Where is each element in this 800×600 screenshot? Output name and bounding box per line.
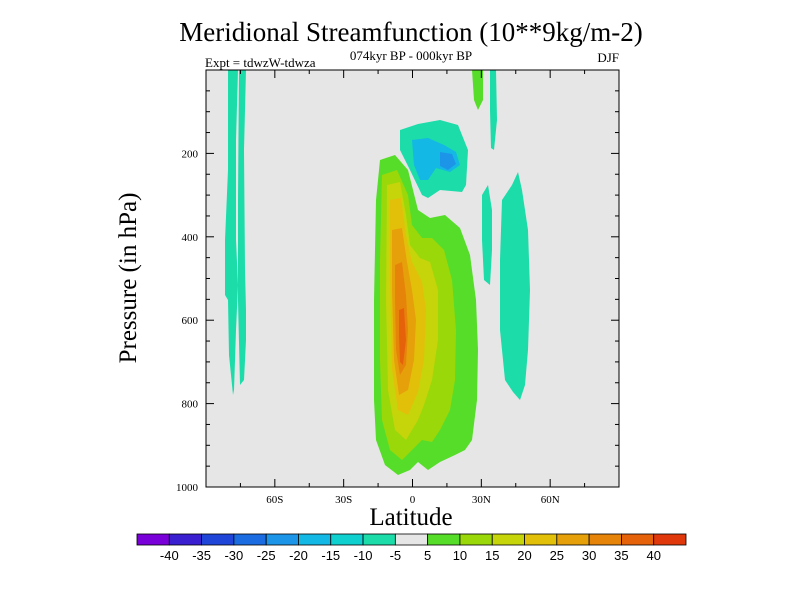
season-label: DJF bbox=[597, 50, 619, 65]
colorbar-label: 5 bbox=[424, 548, 431, 563]
colorbar-swatch bbox=[233, 533, 267, 546]
x-tick-label: 30S bbox=[335, 494, 352, 506]
colorbar-label: 10 bbox=[453, 548, 467, 563]
colorbar-label: 30 bbox=[582, 548, 596, 563]
colorbar-label: 40 bbox=[646, 548, 660, 563]
colorbar-swatch bbox=[201, 533, 235, 546]
y-tick-label: 200 bbox=[182, 148, 199, 160]
colorbar-swatch bbox=[394, 533, 429, 546]
colorbar-swatch bbox=[298, 533, 332, 546]
x-tick-label: 60N bbox=[541, 494, 560, 506]
x-tick-label: 0 bbox=[410, 494, 416, 506]
colorbar-swatch bbox=[427, 533, 461, 546]
colorbar-label: 15 bbox=[485, 548, 499, 563]
colorbar-swatch bbox=[168, 533, 202, 546]
colorbar-label: 35 bbox=[614, 548, 628, 563]
colorbar-swatch bbox=[491, 533, 525, 546]
colorbar-swatch bbox=[588, 533, 622, 546]
colorbar-label: 20 bbox=[517, 548, 531, 563]
contour-upper-tropical-core-2 bbox=[440, 152, 456, 170]
colorbar-swatch bbox=[136, 533, 170, 546]
colorbar-swatch bbox=[621, 533, 655, 546]
colorbar-swatch bbox=[524, 533, 558, 546]
tick-marks bbox=[206, 70, 619, 488]
y-tick-labels: 200 400 600 800 1000 bbox=[176, 148, 199, 494]
colorbar-swatch bbox=[265, 533, 299, 546]
contour-northern-upper-band bbox=[472, 70, 483, 110]
colorbar-swatch bbox=[556, 533, 590, 546]
experiment-label: Expt = tdwzW-tdwza bbox=[205, 55, 316, 70]
x-tick-label: 30N bbox=[472, 494, 491, 506]
x-axis-label: Latitude bbox=[369, 504, 452, 531]
contour-northern-subtropical-2 bbox=[482, 185, 492, 285]
colorbar-label: -40 bbox=[160, 548, 179, 563]
y-tick-label: 400 bbox=[182, 232, 199, 244]
contour-northern-subtropical bbox=[500, 172, 530, 400]
colorbar: -40 -35 -30 -25 -20 -15 -10 -5 5 10 15 20 25 30 35 40 bbox=[136, 533, 687, 563]
y-tick-label: 800 bbox=[182, 399, 199, 411]
colorbar-label: -20 bbox=[289, 548, 308, 563]
colorbar-label: -10 bbox=[354, 548, 373, 563]
contour-main-cell-35 bbox=[399, 308, 406, 365]
plot-area bbox=[205, 69, 620, 488]
contour-southern-band bbox=[225, 70, 238, 395]
y-axis-label: Pressure (in hPa) bbox=[115, 193, 142, 364]
colorbar-swatch bbox=[362, 533, 396, 546]
y-tick-label: 1000 bbox=[176, 482, 199, 494]
colorbar-swatch bbox=[330, 533, 364, 546]
colorbar-swatch bbox=[653, 533, 687, 546]
colorbar-label: -15 bbox=[321, 548, 340, 563]
contour-northern-upper-band-cyan bbox=[490, 70, 497, 150]
colorbar-swatch bbox=[459, 533, 493, 546]
y-tick-label: 600 bbox=[182, 315, 199, 327]
contour-southern-band-2 bbox=[238, 70, 246, 385]
chart-title: Meridional Streamfunction (10**9kg/m-2) bbox=[179, 17, 642, 47]
x-tick-labels: 60S 30S 0 30N 60N bbox=[266, 494, 559, 506]
colorbar-label: -35 bbox=[192, 548, 211, 563]
colorbar-label: 25 bbox=[550, 548, 564, 563]
colorbar-label: -30 bbox=[224, 548, 243, 563]
colorbar-label: -5 bbox=[390, 548, 402, 563]
chart-subtitle: 074kyr BP - 000kyr BP bbox=[350, 48, 472, 63]
x-tick-label: 60S bbox=[266, 494, 283, 506]
colorbar-label: -25 bbox=[257, 548, 276, 563]
